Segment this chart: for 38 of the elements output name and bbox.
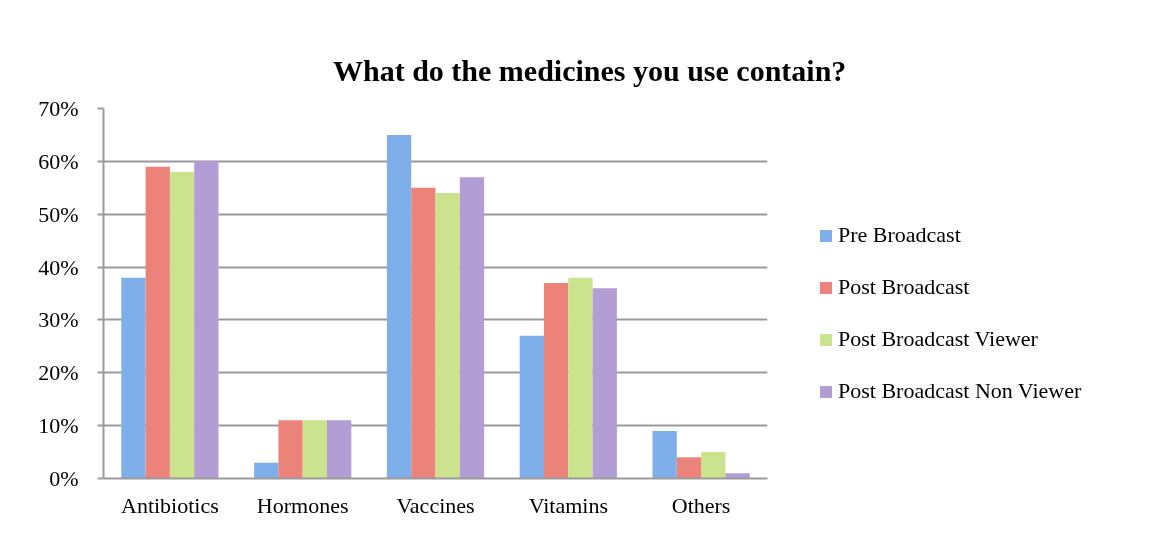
y-tick-label: 50% bbox=[38, 201, 79, 227]
y-tick-label: 0% bbox=[49, 466, 79, 491]
bar bbox=[701, 452, 726, 479]
legend-label: Post Broadcast Viewer bbox=[838, 325, 1038, 353]
y-tick-label: 70% bbox=[38, 96, 79, 121]
y-tick-label: 10% bbox=[38, 413, 79, 439]
x-tick-label: Vitamins bbox=[528, 492, 608, 518]
bar bbox=[676, 457, 702, 479]
bar bbox=[568, 277, 593, 479]
y-tick-label: 40% bbox=[38, 254, 79, 280]
x-tick-label: Antibiotics bbox=[121, 492, 219, 518]
legend-label: Post Broadcast bbox=[838, 273, 970, 301]
bar bbox=[544, 282, 569, 479]
bar bbox=[519, 335, 544, 479]
chart-title: What do the medicines you use contain? bbox=[333, 53, 847, 87]
bar bbox=[278, 420, 303, 479]
bar bbox=[194, 161, 219, 479]
bar bbox=[302, 420, 327, 479]
y-tick-label: 20% bbox=[38, 360, 79, 386]
bar bbox=[121, 277, 146, 479]
bar bbox=[411, 187, 436, 479]
bar bbox=[169, 171, 195, 479]
legend-label: Post Broadcast Non Viewer bbox=[838, 377, 1082, 405]
bar bbox=[459, 177, 485, 479]
x-tick-label: Vaccines bbox=[396, 492, 475, 518]
legend-label: Pre Broadcast bbox=[838, 221, 961, 249]
bar bbox=[592, 288, 617, 479]
bar bbox=[327, 420, 352, 479]
bar bbox=[254, 462, 279, 479]
y-tick-label: 30% bbox=[38, 307, 79, 333]
bar bbox=[652, 430, 677, 479]
x-tick-label: Others bbox=[671, 492, 731, 518]
bar bbox=[386, 134, 412, 479]
y-tick-label: 60% bbox=[38, 148, 79, 174]
bar bbox=[435, 193, 460, 479]
bar bbox=[145, 166, 170, 479]
x-tick-label: Hormones bbox=[256, 492, 349, 518]
bar bbox=[725, 473, 750, 479]
